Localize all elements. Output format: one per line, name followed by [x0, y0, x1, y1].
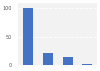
Bar [82, 64, 92, 65]
Bar [23, 8, 33, 65]
Bar [63, 57, 73, 65]
Bar [43, 53, 53, 65]
